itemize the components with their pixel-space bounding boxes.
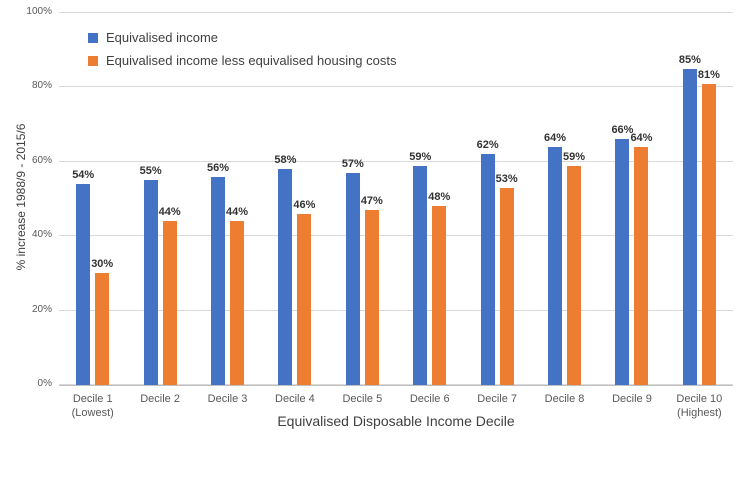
- bar: 54%: [72, 169, 94, 385]
- y-axis-ticks: 0% 20% 40% 60% 80% 100%: [0, 6, 52, 389]
- bar-data-label: 62%: [476, 139, 499, 152]
- bar-data-label: 47%: [360, 195, 383, 208]
- bar: 48%: [428, 191, 450, 385]
- bar: 47%: [361, 195, 383, 385]
- bar-data-label: 53%: [495, 172, 518, 185]
- bar: 58%: [274, 154, 296, 385]
- bar-data-label: 64%: [544, 131, 567, 144]
- y-tick-label: 100%: [26, 6, 52, 17]
- bar-data-label: 30%: [91, 258, 114, 271]
- bar-groups: 54% 30% 55% 44% 56% 44% 58% 46% 57% 47% 59% 48% 62% 5…: [59, 13, 733, 385]
- bar-data-label: 58%: [274, 154, 297, 167]
- bar: 59%: [563, 151, 585, 385]
- bar-group: 57% 47%: [329, 13, 396, 385]
- x-category-label: Decile 7: [477, 393, 518, 405]
- y-tick-label: 60%: [31, 154, 52, 166]
- gridline: [59, 235, 733, 237]
- bar: 56%: [207, 162, 229, 385]
- legend-item-income-less-housing-costs: Equivalised income less equivalised hous…: [88, 53, 397, 68]
- bar-data-label: 46%: [293, 198, 316, 211]
- x-category-label: Decile 2: [140, 393, 180, 405]
- x-category-label: Decile 4: [275, 393, 315, 405]
- x-axis-labels: Decile 1 (Lowest) Decile 2 Decile 3 Decile …: [59, 392, 733, 421]
- bar-group: 58% 46%: [261, 13, 328, 385]
- y-tick-label: 20%: [31, 303, 52, 315]
- bar: 57%: [342, 158, 364, 385]
- gridline: [59, 384, 733, 385]
- y-tick-label: 40%: [31, 229, 52, 241]
- bar: 85%: [679, 54, 701, 385]
- bar-data-label: 55%: [139, 165, 162, 178]
- legend-swatch-blue-icon: [88, 32, 98, 43]
- plot-area: 54% 30% 55% 44% 56% 44% 58% 46% 57% 47% 59% 48% 62% 5…: [59, 12, 733, 386]
- bar-data-label: 64%: [630, 131, 653, 144]
- bar: 53%: [496, 173, 518, 385]
- y-tick-label: 80%: [31, 80, 52, 92]
- bar-data-label: 44%: [226, 206, 249, 219]
- bar-group: 59% 48%: [396, 13, 463, 385]
- bar: 64%: [630, 132, 652, 385]
- x-category-label: Decile 1 (Lowest): [71, 393, 114, 420]
- x-category-label: Decile 6: [409, 393, 450, 405]
- legend-swatch-orange-icon: [88, 55, 98, 66]
- bar: 81%: [698, 69, 720, 385]
- bar: 46%: [293, 199, 315, 385]
- bar-data-label: 85%: [678, 53, 701, 66]
- bar-data-label: 81%: [697, 68, 720, 81]
- bar: 62%: [477, 139, 499, 385]
- bar-group: 55% 44%: [126, 13, 193, 385]
- bar-data-label: 59%: [563, 150, 586, 163]
- bar-data-label: 66%: [611, 124, 634, 137]
- bar-group: 64% 59%: [531, 13, 598, 385]
- bar-data-label: 44%: [158, 206, 181, 219]
- gridline: [59, 160, 733, 162]
- bar-group: 66% 64%: [598, 13, 665, 385]
- gridline: [59, 86, 733, 88]
- bar-data-label: 54%: [72, 169, 95, 182]
- bar-group: 56% 44%: [194, 13, 261, 385]
- gridline: [59, 309, 733, 311]
- x-category-label: Decile 5: [342, 393, 383, 405]
- x-category-label: Decile 9: [612, 393, 652, 405]
- x-category-label: Decile 8: [544, 393, 585, 405]
- legend: Equivalised income Equivalised income le…: [88, 30, 397, 68]
- legend-label: Equivalised income less equivalised hous…: [106, 53, 397, 68]
- bar-group: 85% 81%: [666, 13, 733, 385]
- bar-data-label: 48%: [428, 191, 451, 204]
- bar: 66%: [611, 124, 633, 385]
- bar-data-label: 59%: [409, 150, 432, 163]
- legend-label: Equivalised income: [106, 30, 219, 45]
- legend-item-equivalised-income: Equivalised income: [88, 30, 397, 45]
- bar-data-label: 56%: [207, 161, 230, 174]
- y-tick-label: 0%: [37, 378, 52, 389]
- bar: 64%: [544, 132, 566, 385]
- x-category-label: Decile 10 (Highest): [676, 393, 723, 420]
- bar: 30%: [91, 258, 113, 385]
- bar-group: 62% 53%: [463, 13, 530, 385]
- bar: 44%: [159, 206, 181, 385]
- bar: 59%: [409, 151, 431, 385]
- bar: 44%: [226, 206, 248, 385]
- x-category-label: Decile 3: [207, 393, 248, 405]
- bar-group: 54% 30%: [59, 13, 126, 385]
- x-axis-title: Equivalised Disposable Income Decile: [277, 413, 515, 429]
- bar-data-label: 57%: [341, 157, 364, 170]
- gridline: [59, 12, 733, 13]
- bar: 55%: [140, 165, 162, 385]
